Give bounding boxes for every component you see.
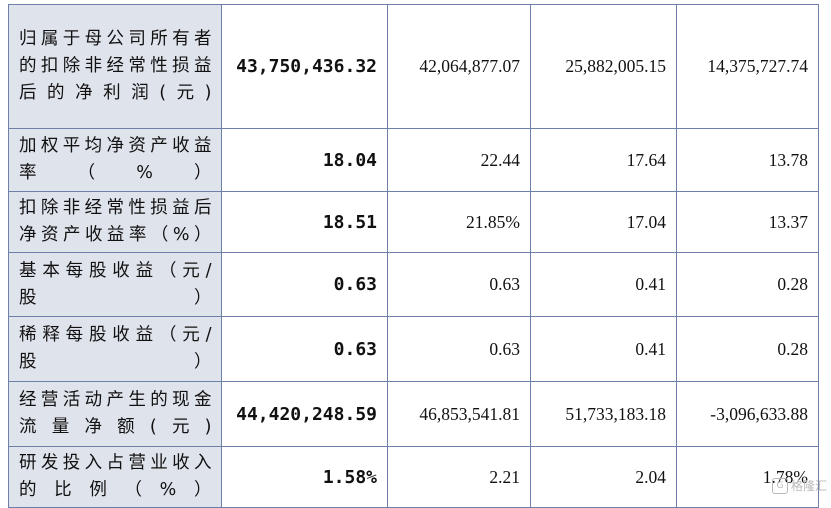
cell-value-3: 17.04	[530, 191, 677, 253]
cell-value-3: 17.64	[530, 128, 677, 192]
watermark: G 格隆汇	[771, 477, 827, 494]
cell-value-3: 0.41	[530, 252, 677, 317]
cell-value-2: 46,853,541.81	[387, 381, 531, 447]
row-label: 归属于母公司所有者的扣除非经常性损益后的净利润(元)	[8, 4, 222, 129]
financial-indicators-table: 归属于母公司所有者的扣除非经常性损益后的净利润(元) 43,750,436.32…	[8, 4, 819, 508]
row-label: 研发投入占营业收入的比例（%）	[8, 446, 222, 508]
cell-value-1: 1.58%	[221, 446, 388, 508]
cell-value-1: 0.63	[221, 316, 388, 382]
table-row: 扣除非经常性损益后净资产收益率（%） 18.51 21.85% 17.04 13…	[8, 191, 819, 253]
row-label: 加权平均净资产收益率（%）	[8, 128, 222, 192]
cell-value-3: 25,882,005.15	[530, 4, 677, 129]
cell-value-3: 2.04	[530, 446, 677, 508]
row-label: 经营活动产生的现金流量净额(元)	[8, 381, 222, 447]
watermark-text: 格隆汇	[790, 479, 827, 493]
cell-value-2: 22.44	[387, 128, 531, 192]
table-row: 基本每股收益（元/股） 0.63 0.63 0.41 0.28	[8, 252, 819, 317]
table-row: 研发投入占营业收入的比例（%） 1.58% 2.21 2.04 1.78%	[8, 446, 819, 508]
cell-value-2: 21.85%	[387, 191, 531, 253]
cell-value-4: 0.28	[676, 316, 819, 382]
cell-value-4: 13.37	[676, 191, 819, 253]
cell-value-2: 0.63	[387, 252, 531, 317]
financial-table-container: 归属于母公司所有者的扣除非经常性损益后的净利润(元) 43,750,436.32…	[8, 4, 819, 508]
row-label: 稀释每股收益（元/股）	[8, 316, 222, 382]
table-row: 经营活动产生的现金流量净额(元) 44,420,248.59 46,853,54…	[8, 381, 819, 447]
cell-value-4: 0.28	[676, 252, 819, 317]
row-label: 扣除非经常性损益后净资产收益率（%）	[8, 191, 222, 253]
cell-value-3: 51,733,183.18	[530, 381, 677, 447]
row-label: 基本每股收益（元/股）	[8, 252, 222, 317]
cell-value-1: 18.51	[221, 191, 388, 253]
cell-value-2: 2.21	[387, 446, 531, 508]
cell-value-4: -3,096,633.88	[676, 381, 819, 447]
cell-value-3: 0.41	[530, 316, 677, 382]
cell-value-1: 44,420,248.59	[221, 381, 388, 447]
gelonghui-logo-icon: G	[771, 477, 788, 494]
cell-value-4: 14,375,727.74	[676, 4, 819, 129]
table-row: 加权平均净资产收益率（%） 18.04 22.44 17.64 13.78	[8, 128, 819, 192]
cell-value-2: 0.63	[387, 316, 531, 382]
cell-value-2: 42,064,877.07	[387, 4, 531, 129]
cell-value-1: 43,750,436.32	[221, 4, 388, 129]
table-row: 稀释每股收益（元/股） 0.63 0.63 0.41 0.28	[8, 316, 819, 382]
table-row: 归属于母公司所有者的扣除非经常性损益后的净利润(元) 43,750,436.32…	[8, 4, 819, 129]
cell-value-4: 13.78	[676, 128, 819, 192]
cell-value-1: 18.04	[221, 128, 388, 192]
cell-value-1: 0.63	[221, 252, 388, 317]
